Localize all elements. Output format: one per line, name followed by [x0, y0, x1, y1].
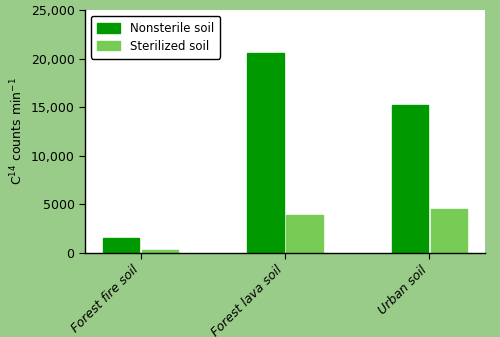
Bar	[286, 215, 322, 253]
Bar	[248, 53, 284, 253]
Bar	[142, 250, 178, 253]
Bar	[103, 238, 140, 253]
Bar	[392, 105, 428, 253]
Legend: Nonsterile soil, Sterilized soil: Nonsterile soil, Sterilized soil	[91, 16, 220, 59]
Bar	[430, 209, 467, 253]
Y-axis label: C$^{14}$ counts min$^{-1}$: C$^{14}$ counts min$^{-1}$	[8, 78, 25, 185]
